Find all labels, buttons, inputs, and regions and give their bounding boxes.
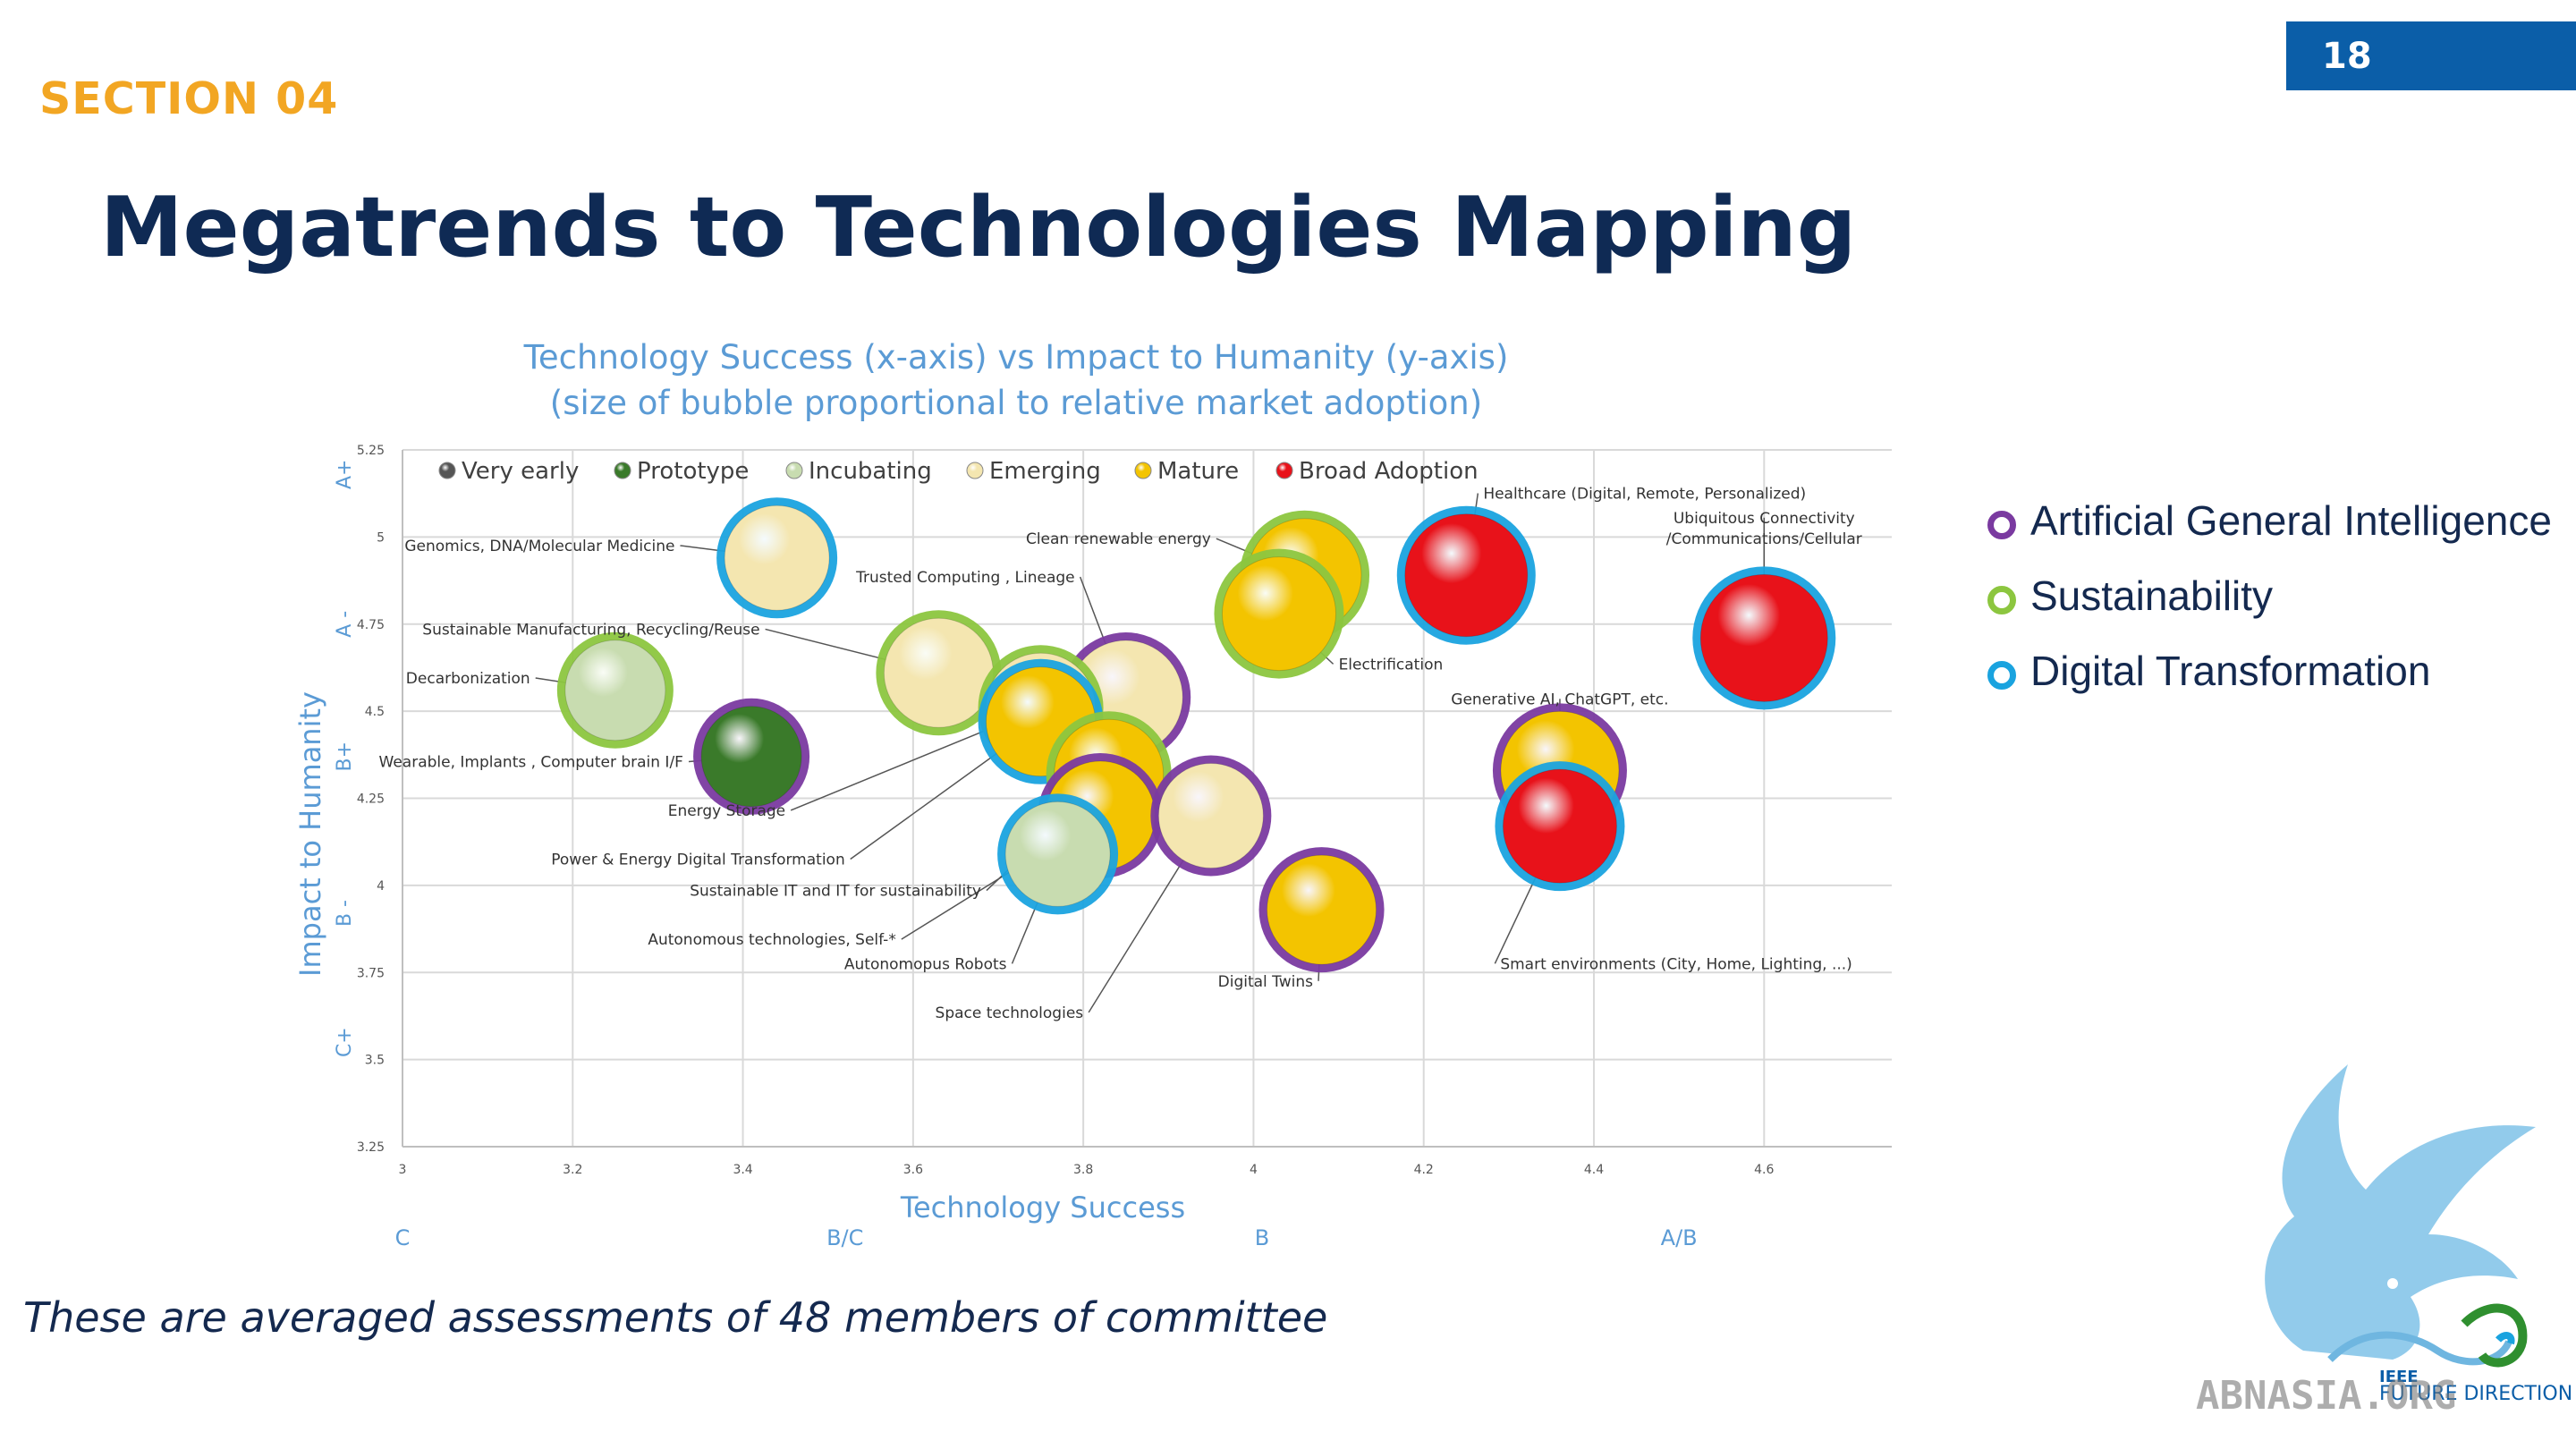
legend-item-agi: Artificial General Intelligence xyxy=(1987,483,2552,558)
point-label: Electrification xyxy=(1339,656,1444,674)
y-grade-label: B+ xyxy=(334,741,356,772)
stage-dot-icon xyxy=(1275,462,1293,479)
y-grade-label: A+ xyxy=(334,460,356,489)
point-label: Decarbonization xyxy=(406,670,530,688)
point-label: Trusted Computing , Lineage xyxy=(855,569,1074,587)
point-label: Healthcare (Digital, Remote, Personalize… xyxy=(1483,486,1806,504)
footnote: These are averaged assessments of 48 mem… xyxy=(23,1293,1328,1342)
y-tick-label: 3.75 xyxy=(357,966,385,980)
chart-subtitle: (size of bubble proportional to relative… xyxy=(550,384,1482,422)
ring-icon xyxy=(1987,661,2016,690)
point-label: Generative AI, ChatGPT, etc. xyxy=(1451,691,1668,708)
ring-icon xyxy=(1987,586,2016,614)
bubble xyxy=(724,504,830,611)
stage-dot-icon xyxy=(785,462,803,479)
point-label: /Communications/Cellular xyxy=(1666,530,1862,548)
x-axis-title: Technology Success xyxy=(900,1191,1185,1224)
bubble xyxy=(700,706,802,808)
chart-title: Technology Success (x-axis) vs Impact to… xyxy=(523,338,1509,377)
y-tick-label: 4 xyxy=(377,879,385,894)
point-label: Autonomous technologies, Self-* xyxy=(648,931,896,949)
x-tick-label: 3.8 xyxy=(1073,1163,1093,1177)
legend-label: Sustainability xyxy=(2030,572,2274,619)
x-tick-label: 3.2 xyxy=(563,1163,582,1177)
x-tick-label: 3.4 xyxy=(733,1163,752,1177)
section-label: SECTION 04 xyxy=(39,73,339,124)
y-tick-label: 5.25 xyxy=(357,444,385,458)
stage-dot-icon xyxy=(1134,462,1152,479)
bubble xyxy=(883,617,994,728)
y-tick-label: 3.25 xyxy=(357,1140,385,1155)
stage-legend-label: Emerging xyxy=(989,458,1101,485)
y-axis-title: Impact to Humanity xyxy=(293,691,327,977)
svg-text:ABNASIA.ORG: ABNASIA.ORG xyxy=(2196,1373,2456,1413)
point-label: Autonomopus Robots xyxy=(844,955,1007,973)
point-label: Genomics, DNA/Molecular Medicine xyxy=(404,538,674,555)
stage-legend-label: Incubating xyxy=(809,458,932,485)
point-label: Energy Storage xyxy=(668,802,785,820)
y-tick-label: 4.75 xyxy=(357,618,385,632)
stage-legend-label: Very early xyxy=(462,458,579,485)
point-label: Space technologies xyxy=(936,1004,1084,1022)
megatrend-legend: Artificial General Intelligence Sustaina… xyxy=(1987,483,2552,708)
ieee-future-directions-logo: IEEE FUTURE DIRECTIONS ABNASIA.ORG xyxy=(2196,1064,2572,1413)
point-label: Sustainable Manufacturing, Recycling/Reu… xyxy=(422,621,759,639)
stage-legend-label: Prototype xyxy=(637,458,749,485)
x-grade-label: B xyxy=(1255,1225,1269,1250)
legend-item-sustainability: Sustainability xyxy=(1987,558,2552,633)
legend-label: Digital Transformation xyxy=(2030,648,2431,694)
bubble xyxy=(1004,801,1111,907)
stage-legend-label: Broad Adoption xyxy=(1299,458,1479,485)
point-label: Smart environments (City, Home, Lighting… xyxy=(1500,955,1852,973)
point-label: Digital Twins xyxy=(1218,973,1314,991)
x-tick-label: 4 xyxy=(1250,1163,1258,1177)
bubble xyxy=(1221,556,1336,672)
point-label: Sustainable IT and IT for sustainability xyxy=(690,883,981,901)
y-tick-label: 3.5 xyxy=(365,1054,385,1068)
x-tick-label: 4.6 xyxy=(1754,1163,1774,1177)
stage-legend: Very early Prototype Incubating Emerging Mat… xyxy=(438,458,1479,485)
stage-dot-icon xyxy=(438,462,456,479)
stage-dot-icon xyxy=(614,462,631,479)
legend-item-digital: Digital Transformation xyxy=(1987,633,2552,708)
svg-text:IEEE: IEEE xyxy=(2379,1368,2419,1386)
x-tick-label: 3.6 xyxy=(903,1163,923,1177)
y-grade-label: B - xyxy=(334,900,356,927)
bubble xyxy=(1502,768,1617,884)
x-tick-label: 3 xyxy=(399,1163,407,1177)
x-tick-label: 4.2 xyxy=(1414,1163,1434,1177)
page-number-badge: 18 xyxy=(2286,21,2576,90)
legend-label: Artificial General Intelligence xyxy=(2030,497,2552,544)
x-grade-label: C xyxy=(395,1225,411,1250)
y-tick-label: 5 xyxy=(377,530,385,545)
slide-title: Megatrends to Technologies Mapping xyxy=(100,179,1857,275)
chart-axes: 3.25 3.5 3.75 4 4.25 4.5 4.75 5 5.25 3 3.2 3.4 3.6 3.… xyxy=(334,444,1892,1250)
ring-icon xyxy=(1987,511,2016,539)
point-label: Power & Energy Digital Transformation xyxy=(551,852,844,869)
bubble-chart: 3.25 3.5 3.75 4 4.25 4.5 4.75 5 5.25 3 3.2 3.4 3.6 3.… xyxy=(293,338,1892,1250)
x-grade-label: B/C xyxy=(826,1225,863,1250)
point-label: Ubiquitous Connectivity xyxy=(1674,510,1855,528)
x-tick-label: 4.4 xyxy=(1584,1163,1604,1177)
y-tick-label: 4.5 xyxy=(365,705,385,719)
y-grade-label: C+ xyxy=(334,1027,356,1057)
stage-legend-label: Mature xyxy=(1157,458,1239,485)
point-labels: Genomics, DNA/Molecular Medicine Clean re… xyxy=(379,486,1862,1022)
bubbles xyxy=(556,497,1836,973)
y-grade-label: A - xyxy=(334,611,356,638)
bubble xyxy=(1267,854,1377,965)
y-tick-label: 4.25 xyxy=(357,792,385,807)
bubble xyxy=(1699,573,1828,702)
bubble xyxy=(1157,762,1264,869)
chart-text: Technology Success (x-axis) vs Impact to… xyxy=(293,338,1508,1224)
point-label: Wearable, Implants , Computer brain I/F xyxy=(379,753,683,771)
point-label: Clean renewable energy xyxy=(1026,530,1211,548)
page-number: 18 xyxy=(2322,36,2372,77)
svg-text:FUTURE DIRECTIONS: FUTURE DIRECTIONS xyxy=(2379,1383,2572,1405)
stage-dot-icon xyxy=(966,462,984,479)
bubble xyxy=(1404,513,1529,638)
x-grade-label: A/B xyxy=(1661,1225,1698,1250)
bubble xyxy=(564,640,666,741)
